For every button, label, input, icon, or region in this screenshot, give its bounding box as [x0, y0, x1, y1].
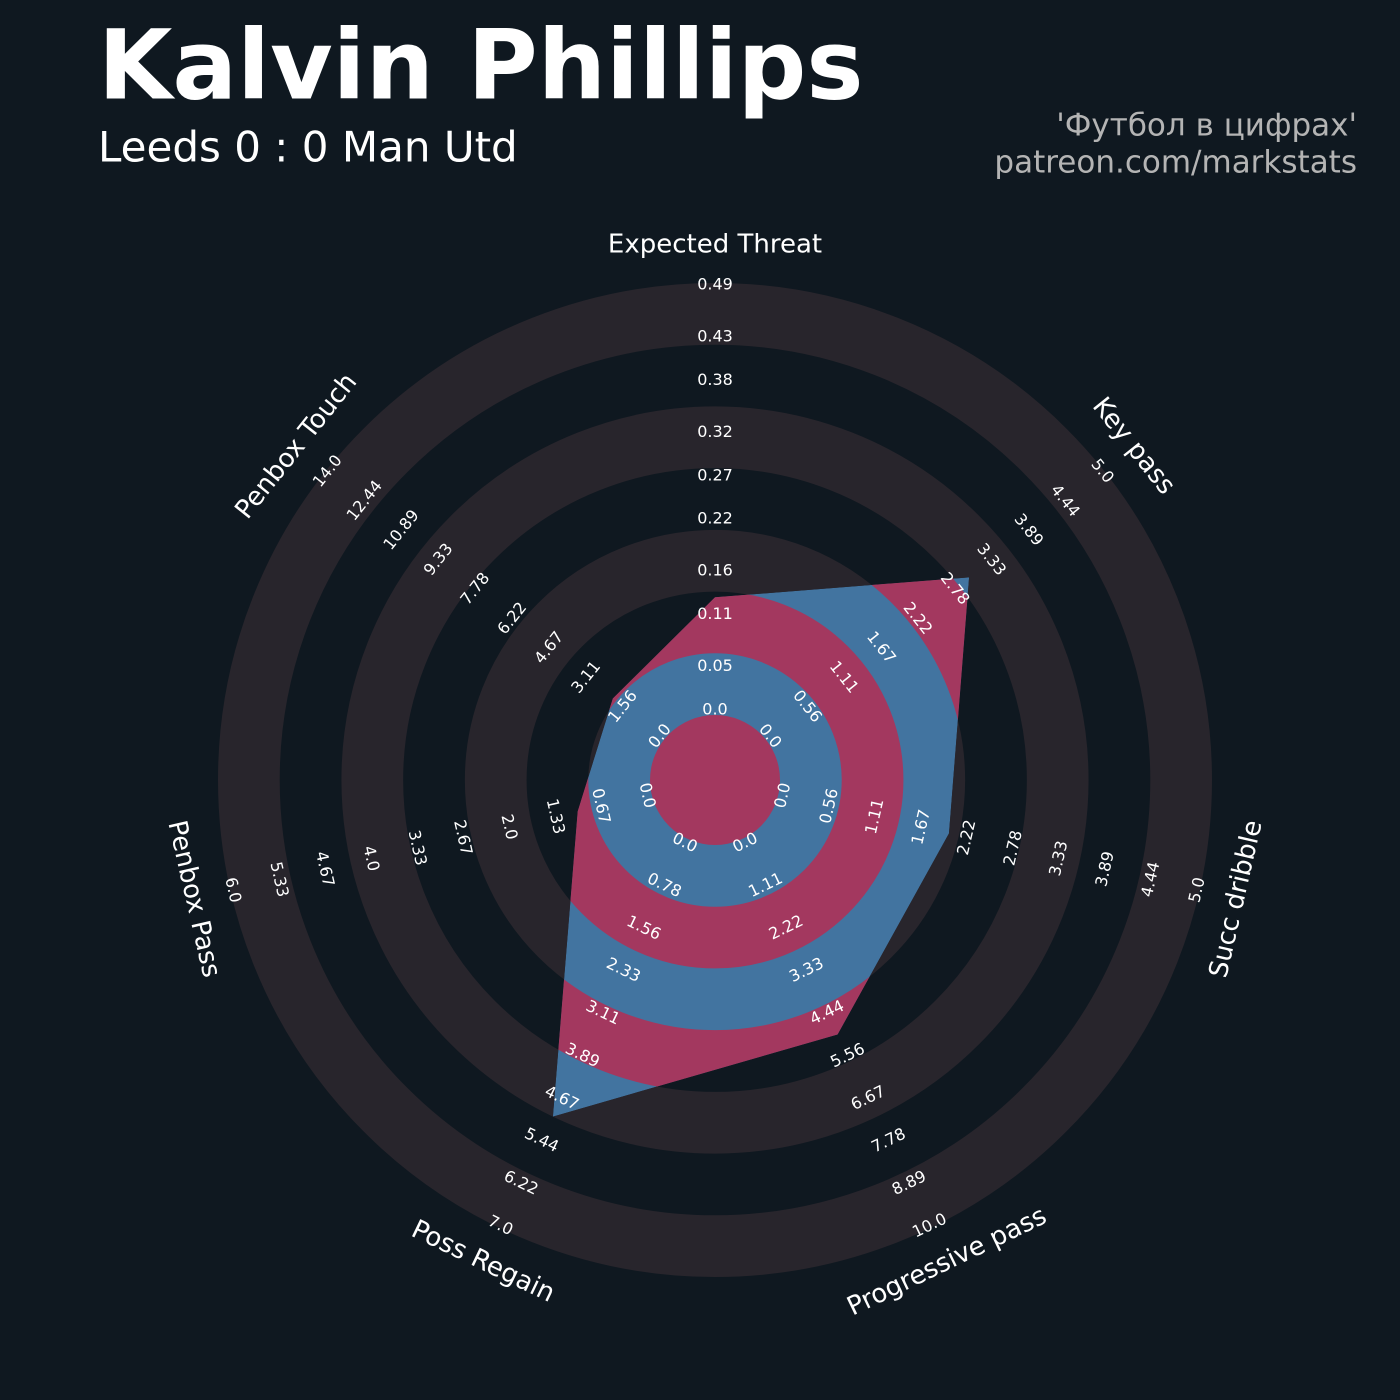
tick-label: 0.16: [697, 561, 733, 580]
radar-ring: [552, 577, 970, 1092]
tick-label: 0.49: [697, 275, 733, 294]
tick-label: 3.89: [1010, 510, 1047, 550]
background-ring: [341, 406, 1089, 1154]
radar-fill: [552, 577, 970, 1117]
chart-subtitle: Leeds 0 : 0 Man Utd: [98, 123, 518, 172]
background-ring: [217, 282, 1213, 1278]
tick-label: 0.0: [702, 700, 727, 719]
tick-label: 10.89: [379, 506, 422, 554]
tick-label: 4.67: [312, 849, 338, 888]
credit: patreon.com/markstats: [994, 145, 1357, 181]
tick-label: 1.33: [543, 797, 569, 836]
tick-label: 0.11: [697, 604, 733, 623]
tick-label: 7.78: [868, 1124, 908, 1157]
credit: 'Футбол в цифрах': [1056, 108, 1357, 144]
tick-label: 0.22: [697, 509, 733, 528]
tick-label: 0.32: [697, 422, 733, 441]
radar-ring: [650, 715, 780, 845]
tick-label: 0.38: [697, 370, 733, 389]
axis-label: Succ dribble: [1204, 817, 1269, 980]
tick-label: 3.89: [1091, 849, 1117, 888]
tick-label: 5.44: [522, 1123, 562, 1156]
tick-label: 0.43: [697, 327, 733, 346]
chart-title: Kalvin Phillips: [98, 9, 864, 121]
tick-label: 0.27: [697, 465, 733, 484]
tick-label: 0.05: [697, 656, 733, 675]
axis-label: Expected Threat: [608, 230, 822, 260]
axis-label: Penbox Pass: [161, 818, 226, 981]
tick-label: 3.11: [567, 657, 604, 697]
